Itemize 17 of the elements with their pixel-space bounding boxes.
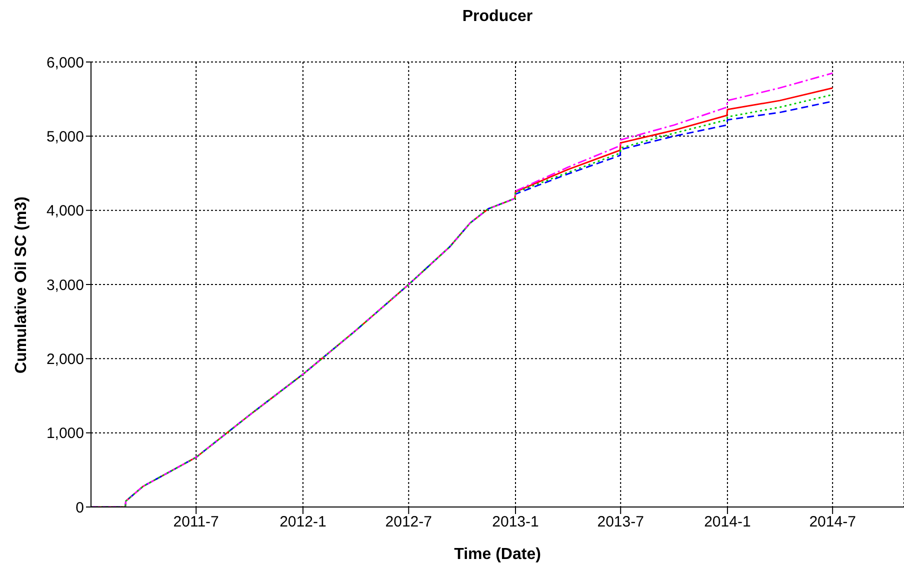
y-tick-label: 2,000 bbox=[46, 350, 84, 368]
y-tick-label: 1,000 bbox=[46, 425, 84, 442]
x-tick-label: 2011-7 bbox=[173, 514, 219, 531]
y-tick-label: 3,000 bbox=[46, 276, 84, 294]
x-tick-label: 2014-1 bbox=[704, 514, 751, 531]
x-tick-label: 2014-7 bbox=[809, 514, 856, 531]
x-axis-title: Time (Date) bbox=[454, 546, 541, 563]
x-tick-label: 2013-7 bbox=[597, 514, 644, 531]
y-tick-label: 5,000 bbox=[46, 128, 84, 146]
x-tick-label: 2012-7 bbox=[385, 514, 432, 531]
y-axis-title: Cumulative Oil SC (m3) bbox=[13, 196, 30, 374]
x-tick-label: 2012-1 bbox=[280, 514, 326, 531]
chart-title: Producer bbox=[462, 8, 533, 25]
y-tick-label: 4,000 bbox=[46, 202, 84, 220]
y-tick-label: 0 bbox=[76, 499, 84, 516]
y-tick-label: 6,000 bbox=[46, 54, 84, 72]
x-tick-label: 2013-1 bbox=[492, 514, 539, 531]
